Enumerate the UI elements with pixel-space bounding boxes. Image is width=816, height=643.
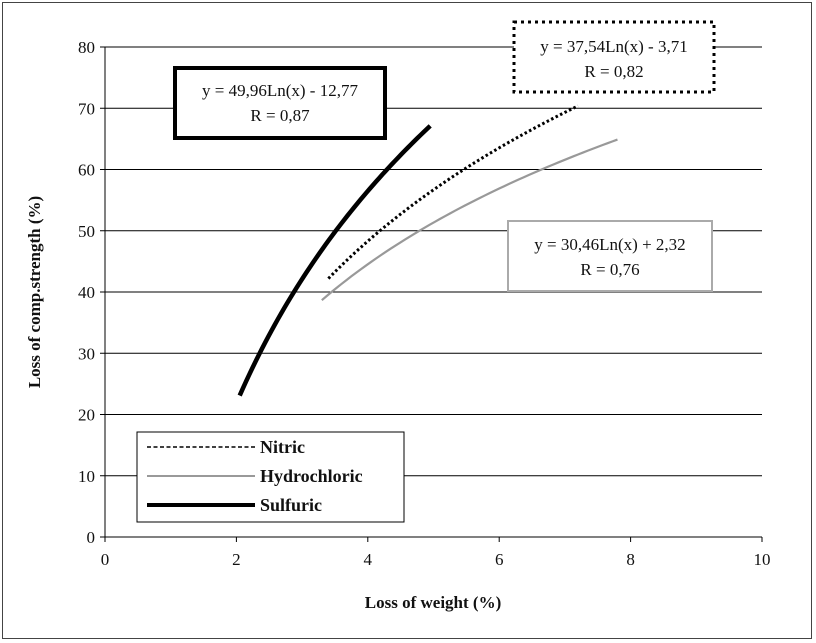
y-tick-label-50: 50 <box>78 222 95 241</box>
legend-label-hydrochloric: Hydrochloric <box>260 466 363 486</box>
series-layer <box>237 104 618 397</box>
x-tick-label-4: 4 <box>364 550 373 569</box>
y-tick-label-80: 80 <box>78 38 95 57</box>
axes <box>100 46 763 542</box>
y-tick-label-40: 40 <box>78 283 95 302</box>
sulfuric-equation-border <box>173 66 387 140</box>
legend-label-nitric: Nitric <box>260 437 305 457</box>
x-tick-label-2: 2 <box>232 550 241 569</box>
x-axis-label: Loss of weight (%) <box>365 593 501 612</box>
hydrochloric-r-value: R = 0,76 <box>580 260 639 279</box>
nitric-equation-box: y = 37,54Ln(x) - 3,71 R = 0,82 <box>512 20 716 94</box>
x-tick-labels: 0 2 4 6 8 10 <box>101 550 771 569</box>
sulfuric-equation-box: y = 49,96Ln(x) - 12,77 R = 0,87 <box>173 66 387 140</box>
series-line-hydrochloric <box>321 138 618 302</box>
nitric-equation-border <box>512 20 716 94</box>
y-tick-label-20: 20 <box>78 406 95 425</box>
legend-label-sulfuric: Sulfuric <box>260 495 322 515</box>
y-tick-label-60: 60 <box>78 161 95 180</box>
series-line-sulfuric <box>237 124 432 397</box>
legend: Nitric Hydrochloric Sulfuric <box>136 431 405 523</box>
y-axis-label: Loss of comp.strength (%) <box>25 196 44 388</box>
nitric-equation: y = 37,54Ln(x) - 3,71 <box>540 37 687 56</box>
hydrochloric-equation-box: y = 30,46Ln(x) + 2,32 R = 0,76 <box>507 220 713 292</box>
y-tick-labels: 0 10 20 30 40 50 60 70 80 <box>78 38 95 547</box>
y-tick-label-0: 0 <box>87 528 96 547</box>
sulfuric-equation: y = 49,96Ln(x) - 12,77 <box>202 81 358 100</box>
y-tick-label-30: 30 <box>78 344 95 363</box>
x-tick-label-10: 10 <box>754 550 771 569</box>
x-tick-label-8: 8 <box>626 550 635 569</box>
hydrochloric-equation-border <box>507 220 713 292</box>
sulfuric-r-value: R = 0,87 <box>250 106 310 125</box>
series-line-nitric <box>327 104 579 280</box>
x-tick-label-0: 0 <box>101 550 110 569</box>
y-tick-label-10: 10 <box>78 467 95 486</box>
y-tick-label-70: 70 <box>78 99 95 118</box>
hydrochloric-equation: y = 30,46Ln(x) + 2,32 <box>534 235 685 254</box>
nitric-r-value: R = 0,82 <box>584 62 643 81</box>
x-tick-label-6: 6 <box>495 550 504 569</box>
